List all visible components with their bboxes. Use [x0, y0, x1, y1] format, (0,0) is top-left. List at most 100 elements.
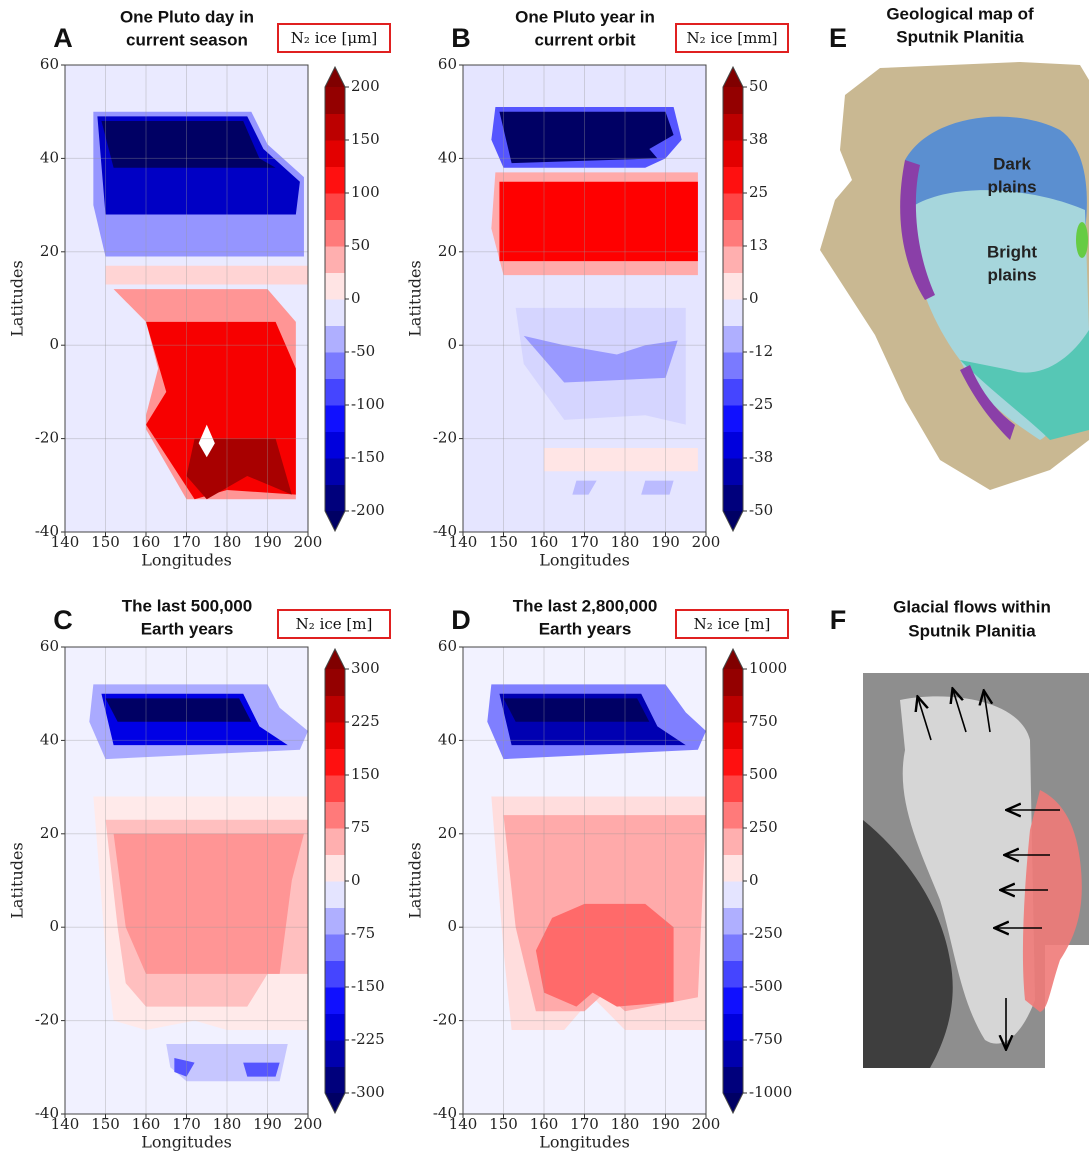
panel-title: Glacial flows within [893, 597, 1051, 616]
contour-region [186, 438, 292, 500]
colorbar-tick-label: 500 [749, 765, 778, 783]
unit-box [277, 609, 391, 639]
colorbar-band [325, 907, 345, 935]
colorbar-tick-label: 0 [351, 289, 361, 307]
y-tick-label: -40 [433, 522, 457, 540]
x-tick-label: 140 [449, 1115, 478, 1133]
colorbar-tick-label: -25 [749, 395, 773, 413]
colorbar-band [723, 934, 743, 961]
x-axis-label: Longitudes [141, 551, 232, 570]
x-tick-label: 160 [530, 533, 559, 551]
y-tick-label: -20 [35, 429, 59, 447]
colorbar-band [325, 405, 345, 432]
colorbar-band [325, 193, 345, 220]
y-tick-label: -40 [35, 1104, 59, 1122]
image-glacier [900, 696, 1035, 1044]
contour-region [535, 903, 674, 1007]
contour-region [641, 480, 674, 495]
flow-arrows [918, 690, 1060, 1048]
x-tick-label: 200 [692, 1115, 721, 1133]
colorbar-band [723, 219, 743, 247]
colorbar-band [325, 113, 345, 141]
panel-title: current orbit [534, 30, 635, 49]
x-tick-label: 180 [213, 533, 242, 551]
map-annotation: Bright [987, 242, 1037, 261]
colorbar-extend [325, 511, 345, 531]
y-tick-label: -40 [433, 1104, 457, 1122]
x-tick-label: 170 [172, 1115, 201, 1133]
colorbar-tick-label: 50 [351, 236, 370, 254]
colorbar-band [723, 193, 743, 220]
colorbar-band [723, 405, 743, 432]
image-flow-zone [1022, 790, 1082, 1012]
colorbar-tick-label: -50 [351, 342, 375, 360]
panel-title: The last 2,800,000 [513, 596, 658, 615]
y-tick-label: 20 [438, 824, 457, 842]
colorbar-extend [723, 511, 743, 531]
colorbar-tick-label: 50 [749, 77, 768, 95]
colorbar-band [723, 431, 743, 459]
colorbar-band [723, 907, 743, 935]
x-tick-label: 200 [294, 1115, 323, 1133]
x-tick-label: 190 [253, 533, 282, 551]
x-tick-label: 150 [489, 533, 518, 551]
colorbar-tick-label: -500 [749, 977, 783, 995]
colorbar-band [325, 246, 345, 273]
map-unit [1076, 222, 1088, 258]
panel-title: Earth years [141, 619, 234, 638]
colorbar-band [723, 881, 743, 908]
unit-label: N₂ ice [μm] [291, 29, 377, 47]
colorbar-tick-label: 300 [351, 659, 380, 677]
x-axis-label: Longitudes [539, 1133, 630, 1152]
map-annotation: plains [987, 177, 1036, 196]
colorbar-tick-label: 200 [351, 77, 380, 95]
contour-region [503, 698, 650, 722]
x-tick-label: 170 [570, 533, 599, 551]
colorbar-extend [723, 67, 743, 87]
colorbar-band [723, 272, 743, 300]
y-tick-label: 60 [40, 55, 59, 73]
colorbar-extend [325, 67, 345, 87]
panel-letter: F [830, 605, 847, 635]
colorbar-band [723, 352, 743, 379]
x-tick-label: 170 [172, 533, 201, 551]
colorbar-band [325, 748, 345, 776]
colorbar-tick-label: -250 [749, 924, 783, 942]
y-tick-label: -40 [35, 522, 59, 540]
panel-f: F Glacial flows within Sputnik Planitia [830, 597, 1089, 1068]
y-tick-label: 20 [40, 242, 59, 260]
panel-letter: E [829, 23, 847, 53]
plot-frame [64, 64, 309, 533]
panel-letter: C [53, 605, 73, 635]
colorbar-tick-label: 25 [749, 183, 768, 201]
plot-frame [462, 646, 707, 1115]
contour-region [105, 698, 252, 722]
y-tick-label: 60 [438, 55, 457, 73]
colorbar-band [723, 1040, 743, 1067]
panel-title: One Pluto year in [515, 7, 655, 26]
y-tick-label: 60 [438, 637, 457, 655]
y-tick-label: 40 [438, 148, 457, 166]
panel-title: current season [126, 30, 248, 49]
unit-box [675, 609, 789, 639]
y-tick-label: 0 [49, 917, 59, 935]
contour-region [523, 335, 678, 383]
colorbar-band [325, 87, 345, 114]
unit-label: N₂ ice [mm] [687, 29, 778, 47]
y-axis-label: Latitudes [8, 842, 27, 918]
colorbar-band [723, 113, 743, 141]
colorbar-band [325, 881, 345, 908]
colorbar-band [723, 325, 743, 353]
y-tick-label: 20 [438, 242, 457, 260]
colorbar-extend [325, 649, 345, 669]
colorbar-band [723, 299, 743, 326]
colorbar-band [325, 775, 345, 802]
panel-title: Earth years [539, 619, 632, 638]
y-tick-label: 60 [40, 637, 59, 655]
panel-title: Geological map of [886, 4, 1034, 23]
y-tick-label: 0 [49, 335, 59, 353]
colorbar-tick-label: -1000 [749, 1083, 792, 1101]
colorbar-band [325, 1013, 345, 1041]
x-tick-label: 150 [91, 533, 120, 551]
